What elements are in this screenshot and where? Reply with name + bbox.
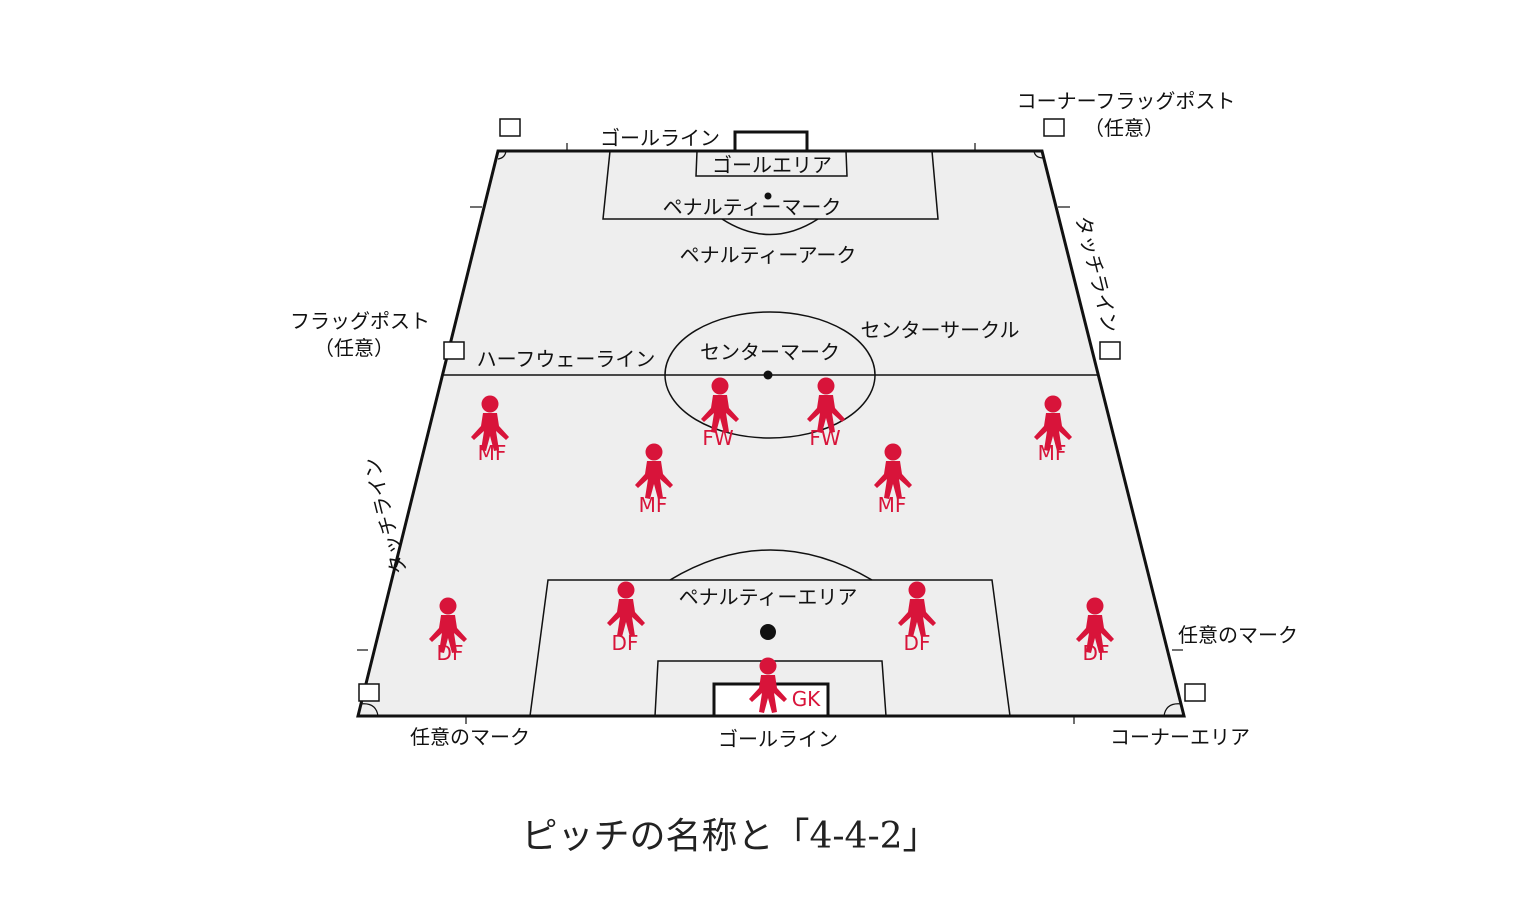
center-mark: [763, 370, 773, 380]
corner-area-label: コーナーエリア: [1110, 725, 1250, 749]
corner-flag: [1043, 118, 1065, 137]
player-label-fw: FW: [809, 426, 841, 450]
player-df: [429, 597, 467, 653]
optional-mark-left-label: 任意のマーク: [410, 725, 530, 749]
player-gk: [749, 657, 787, 713]
goal-line-bottom-label: ゴールライン: [718, 727, 838, 751]
player-mf: [1034, 395, 1072, 451]
halfway-line-label: ハーフウェーライン: [477, 347, 656, 371]
penalty-arc-bottom: [669, 549, 873, 581]
player-label-mf: MF: [1038, 441, 1067, 465]
corner-arc: [497, 150, 507, 160]
corner-flagpost-label: コーナーフラッグポスト: [1017, 89, 1236, 113]
player-mf: [635, 443, 673, 499]
player-mf: [471, 395, 509, 451]
player-df: [1076, 597, 1114, 653]
penalty-arc-top: [721, 218, 819, 236]
player-label-gk: GK: [792, 687, 821, 711]
goal-line-top-label: ゴールライン: [600, 126, 720, 150]
caption: ピッチの名称と「4-4-2」: [521, 816, 938, 857]
player-label-mf: MF: [639, 493, 668, 517]
corner-arc: [1033, 150, 1045, 159]
corner-arc: [1163, 703, 1183, 717]
penalty-mark-bottom: [760, 624, 776, 640]
player-label-df: DF: [1083, 641, 1110, 665]
flagpost-optional-label: （任意）: [314, 336, 394, 360]
corner-arc: [359, 703, 379, 717]
penalty-mark-label: ペナルティーマーク: [663, 195, 842, 219]
optional-marks: [357, 143, 1183, 724]
corner-flag: [358, 683, 380, 702]
players-layer: FW FW MF MF MF MF DF DF DF DF GK: [429, 377, 1114, 713]
penalty-area-bottom: [529, 579, 1011, 717]
penalty-arc-label: ペナルティーアーク: [680, 243, 857, 267]
touch-line-left-label: タッチライン: [359, 455, 411, 577]
penalty-area-label: ペナルティーエリア: [679, 585, 858, 609]
center-circle: [664, 311, 876, 439]
flagpost-label: フラッグポスト: [290, 309, 430, 333]
player-label-mf: MF: [878, 493, 907, 517]
player-label-df: DF: [612, 631, 639, 655]
corner-flag: [1184, 683, 1206, 702]
player-df: [607, 581, 645, 637]
player-label-df: DF: [904, 631, 931, 655]
player-mf: [874, 443, 912, 499]
halfway-flag: [443, 341, 465, 360]
penalty-mark-top: [764, 192, 772, 200]
optional-mark-right-label: 任意のマーク: [1178, 623, 1298, 647]
goal-area-bottom: [654, 660, 887, 717]
corner-flag: [499, 118, 521, 137]
player-label-mf: MF: [478, 441, 507, 465]
corner-flagpost-optional-label: （任意）: [1084, 116, 1164, 140]
player-label-df: DF: [437, 641, 464, 665]
center-mark-label: センターマーク: [700, 340, 840, 364]
goal-area-label: ゴールエリア: [712, 153, 832, 177]
player-label-fw: FW: [702, 426, 734, 450]
player-fw: [701, 377, 739, 433]
player-df: [898, 581, 936, 637]
goal-top: [733, 130, 809, 153]
center-circle-label: センターサークル: [861, 318, 1020, 342]
player-fw: [807, 377, 845, 433]
halfway-flag: [1099, 341, 1121, 360]
